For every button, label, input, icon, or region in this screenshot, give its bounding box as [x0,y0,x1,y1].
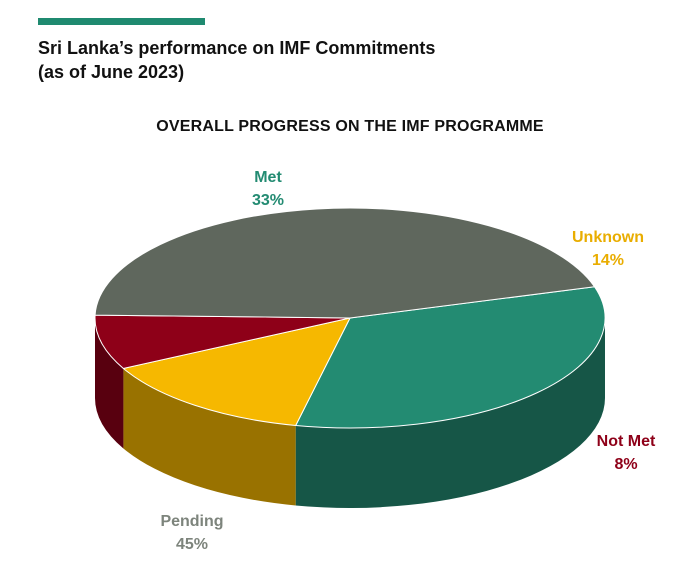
chart-header: Sri Lanka’s performance on IMF Commitmen… [38,36,435,84]
accent-bar [38,18,205,25]
header-date: (as of June 2023) [38,62,185,82]
chart-title: OVERALL PROGRESS ON THE IMF PROGRAMME [156,118,544,135]
value-pending: 45% [176,536,208,553]
pie-side-met [295,318,605,508]
value-met: 33% [252,192,284,209]
pie-labels: Met 33% Unknown 14% Not Met 8% Pending 45% [160,169,656,553]
pie-slice-not-met [94,314,351,369]
pie-slice-met [295,286,606,429]
label-not-met: Not Met [597,433,656,450]
header-title: Sri Lanka’s performance on IMF Commitmen… [38,38,436,58]
label-pending: Pending [160,513,223,530]
value-unknown: 14% [592,252,624,269]
pie-slice-unknown [122,317,351,426]
pie-slice-pending [94,207,595,319]
pie-slices [94,207,606,429]
pie-sides [95,318,605,508]
value-not-met: 8% [614,456,637,473]
pie-side-not-met [95,318,124,449]
label-met: Met [254,169,282,186]
label-unknown: Unknown [572,229,644,246]
pie-side-unknown [123,368,296,506]
